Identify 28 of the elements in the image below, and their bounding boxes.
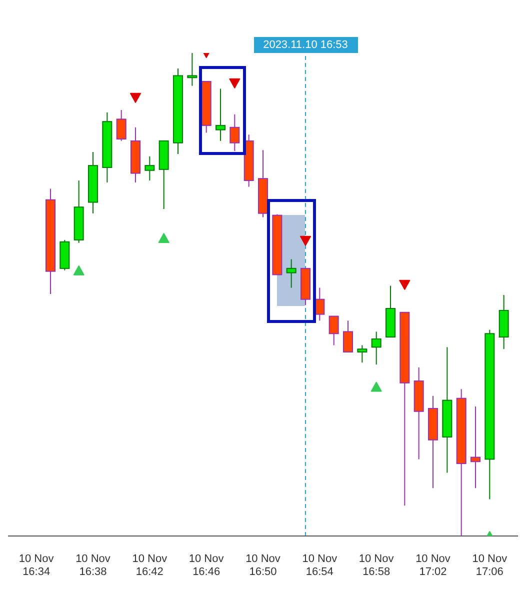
candlestick (357, 344, 368, 364)
candlestick (343, 320, 353, 352)
point (229, 78, 240, 88)
candlestick (187, 53, 198, 86)
x-tick-label: 10 Nov 16:34 (18, 553, 54, 578)
x-tick-label: 10 Nov 16:38 (76, 553, 111, 578)
candlestick (470, 406, 480, 489)
candlestick (371, 331, 382, 366)
point (300, 236, 311, 246)
x-tick-label: 10 Nov 17:02 (416, 553, 451, 578)
point (130, 92, 141, 103)
candlestick (328, 316, 339, 346)
x-tick-label: 10 Nov 16:46 (188, 553, 224, 578)
candlestick (144, 156, 155, 182)
x-tick-label: 10 Nov 16:42 (132, 553, 168, 578)
x-tick-label: 10 Nov 17:06 (472, 553, 508, 578)
x-tick-label: 10 Nov 16:50 (246, 553, 281, 578)
candlestick (286, 258, 296, 288)
point (399, 280, 410, 290)
point (73, 265, 84, 276)
candlestick (230, 114, 240, 152)
point (370, 382, 382, 392)
ref-line-label: 2023.11.10 16:53 (254, 37, 358, 53)
candlestick (116, 109, 126, 142)
point (158, 232, 170, 243)
x-tick-label: 10 Nov 16:54 (302, 553, 338, 578)
x-tick-label: 10 Nov 16:58 (358, 553, 394, 578)
candlestick (216, 88, 226, 142)
